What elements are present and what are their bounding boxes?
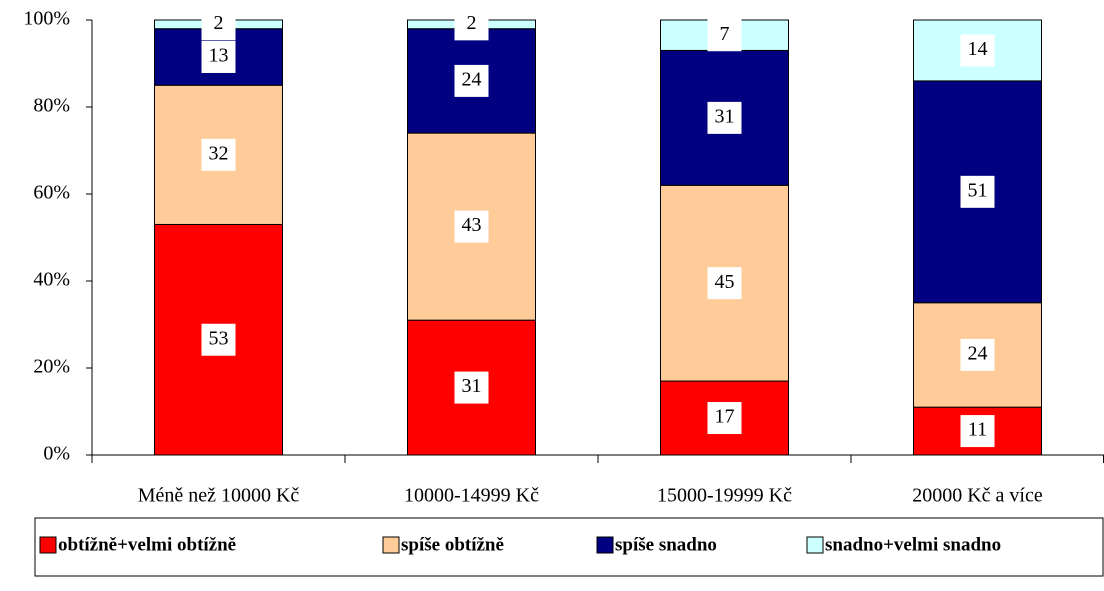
value-label-bg <box>201 323 236 356</box>
value-label-bg <box>707 101 742 134</box>
x-tick-label: 15000-19999 Kč <box>657 485 792 507</box>
value-label: 13 <box>209 45 229 67</box>
y-tick-label: 60% <box>33 182 70 204</box>
legend-marker <box>806 536 824 554</box>
y-tick-label: 0% <box>43 443 70 465</box>
value-label-bg <box>454 210 489 243</box>
value-label-bg <box>960 175 995 208</box>
y-tick-label: 20% <box>33 356 70 378</box>
legend-label: spíše snadno <box>615 534 717 555</box>
y-tick-label: 40% <box>33 269 70 291</box>
value-label: 24 <box>462 68 482 90</box>
value-label-bg <box>201 40 236 73</box>
value-label-bg <box>454 8 489 41</box>
value-label-bg <box>960 415 995 448</box>
value-label-bg <box>201 8 236 41</box>
value-label-bg <box>960 338 995 371</box>
value-label: 31 <box>462 375 482 397</box>
value-label: 7 <box>720 23 730 45</box>
value-label: 53 <box>209 327 229 349</box>
x-tick-label: Méně než 10000 Kč <box>138 485 300 507</box>
legend-marker <box>382 536 400 554</box>
value-label: 51 <box>968 179 988 201</box>
x-tick-label: 10000-14999 Kč <box>404 485 539 507</box>
legend-marker <box>596 536 614 554</box>
legend-label: snadno+velmi snadno <box>825 534 1001 555</box>
value-label-bg <box>201 138 236 171</box>
value-label-bg <box>707 402 742 435</box>
value-label: 45 <box>715 271 735 293</box>
value-label-bg <box>707 267 742 300</box>
legend-label: obtížně+velmi obtížně <box>58 534 236 555</box>
value-label: 17 <box>715 406 735 428</box>
value-label-bg <box>960 34 995 67</box>
value-label-bg <box>707 19 742 52</box>
value-label: 43 <box>462 214 482 236</box>
value-label: 32 <box>209 142 229 164</box>
value-label: 2 <box>467 12 477 34</box>
value-label-bg <box>454 64 489 97</box>
y-tick-label: 80% <box>33 95 70 117</box>
value-label: 2 <box>214 12 224 34</box>
y-tick-label: 100% <box>23 8 70 30</box>
legend-marker <box>39 536 57 554</box>
x-tick-label: 20000 Kč a více <box>912 485 1043 507</box>
legend-box <box>34 517 1104 577</box>
legend-label: spíše obtížně <box>401 534 504 555</box>
value-label: 14 <box>968 38 988 60</box>
value-label-bg <box>454 371 489 404</box>
value-label: 31 <box>715 105 735 127</box>
value-label: 11 <box>968 419 987 441</box>
value-label: 24 <box>968 343 988 365</box>
